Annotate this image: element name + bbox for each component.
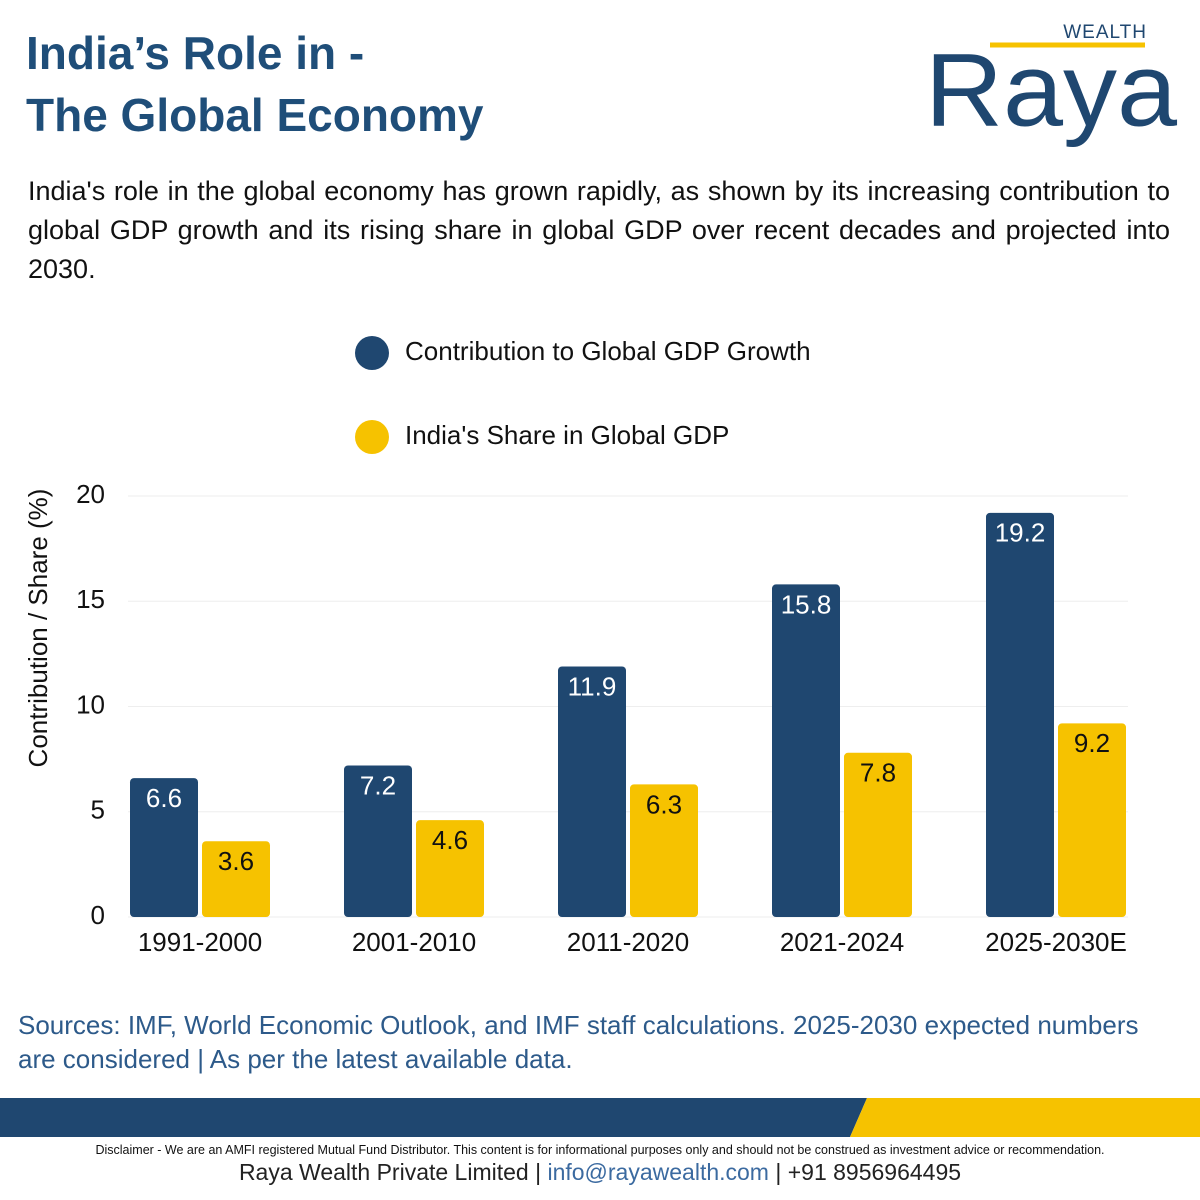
value-label: 19.2 (995, 518, 1046, 548)
footer: Raya Wealth Private Limited | info@rayaw… (0, 1159, 1200, 1186)
disclaimer: Disclaimer - We are an AMFI registered M… (95, 1143, 1105, 1157)
footer-band (0, 1098, 867, 1137)
legend-swatch (355, 336, 389, 370)
value-label: 11.9 (568, 671, 617, 701)
legend-label: Contribution to Global GDP Growth (405, 336, 811, 366)
separator: | (775, 1159, 782, 1185)
x-tick-label: 2001-2010 (352, 927, 476, 957)
value-label: 7.2 (360, 770, 396, 800)
value-label: 7.8 (860, 758, 896, 788)
company: Raya Wealth Private Limited (238, 1159, 529, 1185)
x-tick-label: 1991-2000 (138, 927, 262, 957)
legend-label: India's Share in Global GDP (405, 420, 729, 450)
bar (344, 765, 412, 917)
y-tick-label: 10 (76, 689, 105, 719)
x-tick-label: 2021-2024 (780, 927, 904, 957)
value-label: 15.8 (781, 589, 832, 619)
value-label: 6.6 (146, 783, 182, 813)
bar (202, 841, 270, 917)
footer-band (850, 1098, 1200, 1137)
y-tick-label: 15 (76, 584, 105, 614)
logo-tagline: WEALTH (1063, 22, 1147, 43)
bar (630, 784, 698, 917)
title: The Global Economy (26, 89, 484, 141)
y-tick-label: 20 (76, 479, 105, 509)
bar (130, 778, 198, 917)
value-label: 3.6 (218, 846, 254, 876)
bar (558, 666, 626, 917)
bar (416, 820, 484, 917)
title: India’s Role in - (26, 27, 365, 79)
description: India's role in the global economy has g… (28, 176, 1170, 284)
separator: | (535, 1159, 542, 1185)
bar (772, 584, 840, 917)
sources: Sources: IMF, World Economic Outlook, an… (18, 1010, 1139, 1074)
bar (986, 512, 1054, 917)
y-axis-title: Contribution / Share (%) (23, 489, 53, 768)
phone: +91 8956964495 (787, 1159, 962, 1185)
legend-swatch (355, 420, 389, 454)
y-tick-label: 5 (91, 795, 105, 825)
email[interactable]: info@rayawealth.com (547, 1159, 769, 1185)
x-tick-label: 2025-2030E (985, 927, 1127, 957)
value-label: 6.3 (646, 789, 682, 819)
y-tick-label: 0 (91, 900, 105, 930)
value-label: 4.6 (432, 825, 468, 855)
x-tick-label: 2011-2020 (567, 927, 689, 957)
logo-name: Raya (925, 32, 1177, 148)
value-label: 9.2 (1074, 728, 1110, 758)
bar (844, 752, 912, 917)
bar (1058, 723, 1126, 917)
